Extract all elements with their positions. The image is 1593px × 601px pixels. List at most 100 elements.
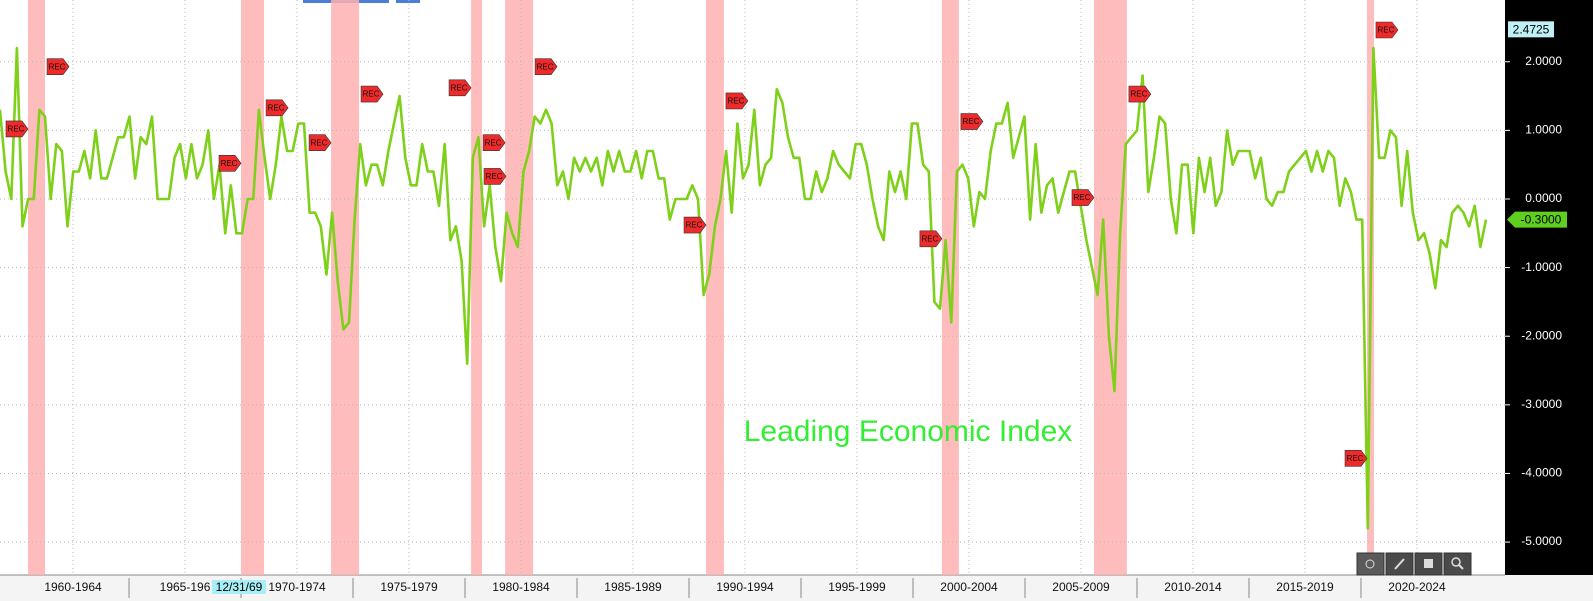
tool-icon — [1394, 558, 1405, 570]
recession-tag-label: REC — [1347, 454, 1364, 463]
last-value-box — [1507, 211, 1567, 228]
x-tick-label: 1960-1964 — [44, 580, 102, 594]
recession-tag-shape — [919, 230, 943, 248]
recession-tag-shape — [1071, 189, 1095, 206]
recession-band — [331, 0, 360, 575]
tool-button[interactable] — [1443, 552, 1472, 576]
y-tick-label: -1.0000 — [1521, 260, 1562, 274]
recession-tag-label: REC — [1074, 193, 1091, 202]
recession-band — [1093, 0, 1127, 575]
recession-tag: REC — [534, 58, 558, 75]
recession-tag-label: REC — [311, 138, 328, 147]
recession-tag-shape — [448, 79, 472, 97]
x-tick-label: 2000-2004 — [940, 580, 998, 594]
right-axis-panel — [1505, 0, 1593, 575]
recession-tag: REC — [483, 168, 507, 185]
x-tick-label: 1975-1979 — [380, 580, 438, 594]
recession-tag-shape — [1375, 21, 1399, 39]
recession-tag-shape — [725, 92, 749, 110]
x-tick-label: 1995-1999 — [828, 580, 886, 594]
recession-tag: REC — [960, 113, 984, 130]
recession-tag: REC — [1375, 21, 1399, 39]
recession-tag-label: REC — [485, 138, 502, 147]
tool-button[interactable] — [1356, 552, 1385, 576]
recession-tag-shape — [5, 120, 29, 138]
recession-tag-label: REC — [268, 103, 285, 112]
recession-band — [505, 0, 534, 575]
recession-tag: REC — [683, 216, 707, 234]
recession-band — [941, 0, 959, 575]
recession-tag-label: REC — [727, 97, 744, 106]
x-tick-label: 1980-1984 — [492, 580, 550, 594]
tool-icon — [1365, 559, 1375, 569]
y-tick-label: 2.0000 — [1525, 54, 1562, 68]
y-tick-label: -5.0000 — [1521, 534, 1562, 548]
recession-tag-shape — [1344, 450, 1368, 467]
recession-band — [471, 0, 483, 575]
recession-tag-label: REC — [921, 234, 938, 243]
top-marker-label: 2.4725 — [1513, 23, 1550, 37]
x-tick-label: 2010-2014 — [1164, 580, 1222, 594]
tool-icon — [1451, 557, 1461, 567]
recession-tag-label: REC — [451, 83, 468, 92]
recession-tag-shape — [265, 99, 289, 117]
recession-tag: REC — [725, 92, 749, 110]
recession-tag: REC — [5, 120, 29, 138]
tool-icon — [1424, 559, 1433, 568]
x-tick-label: 2020-2024 — [1388, 580, 1446, 594]
recession-tag-label: REC — [1378, 26, 1395, 35]
recession-tag-shape — [308, 134, 332, 152]
recession-tag-shape — [360, 85, 384, 103]
y-tick-label: -3.0000 — [1521, 397, 1562, 411]
x-tick-label: 1965-196 — [160, 580, 211, 594]
x-tick-label: 1970-1974 — [268, 580, 326, 594]
recession-tag: REC — [360, 85, 384, 103]
recession-tag-label: REC — [686, 221, 703, 230]
last-value-label: -0.3000 — [1521, 213, 1562, 227]
recession-tag-shape — [683, 216, 707, 234]
recession-band — [27, 0, 46, 575]
x-tick-label: 2005-2009 — [1052, 580, 1110, 594]
recession-tag: REC — [482, 134, 506, 152]
x-tick-label: 1985-1989 — [604, 580, 662, 594]
x-tick-label: 2015-2019 — [1276, 580, 1334, 594]
recession-tag-shape — [960, 113, 984, 130]
recession-tag-shape — [482, 134, 506, 152]
recession-tag-label: REC — [363, 90, 380, 99]
cursor-label: 12/31/69 — [216, 580, 263, 594]
recession-tag-label: REC — [8, 125, 25, 134]
recession-tag-shape — [1128, 85, 1152, 103]
y-tick-label: 0.0000 — [1525, 191, 1562, 205]
x-tick-label: 1990-1994 — [716, 580, 774, 594]
y-tick-label: -2.0000 — [1521, 328, 1562, 342]
recession-band — [706, 0, 724, 575]
recession-tag-label: REC — [962, 117, 979, 126]
y-tick-label: -4.0000 — [1521, 466, 1562, 480]
recession-band — [241, 0, 265, 575]
series-line — [0, 46, 1488, 530]
top-marker-box — [1508, 21, 1554, 38]
recession-tag: REC — [265, 99, 289, 117]
recession-tag-label: REC — [537, 62, 554, 71]
recession-tag-label: REC — [221, 159, 238, 168]
recession-tag: REC — [1071, 189, 1095, 206]
recession-tag-shape — [483, 168, 507, 185]
top-tab — [396, 0, 420, 3]
recession-tag: REC — [218, 154, 242, 172]
recession-tag-shape — [218, 154, 242, 172]
recession-tag: REC — [1344, 450, 1368, 467]
recession-tag-label: REC — [1130, 90, 1147, 99]
recession-tag-label: REC — [49, 62, 66, 71]
recession-tag: REC — [919, 230, 943, 248]
y-tick-label: 1.0000 — [1525, 123, 1562, 137]
recession-tag-shape — [534, 58, 558, 75]
recession-tag: REC — [46, 58, 70, 75]
recession-tag: REC — [308, 134, 332, 152]
recession-tag-label: REC — [486, 172, 503, 181]
recession-tag: REC — [448, 79, 472, 97]
tool-icon — [1458, 564, 1464, 570]
chart-title: Leading Economic Index — [744, 415, 1073, 448]
